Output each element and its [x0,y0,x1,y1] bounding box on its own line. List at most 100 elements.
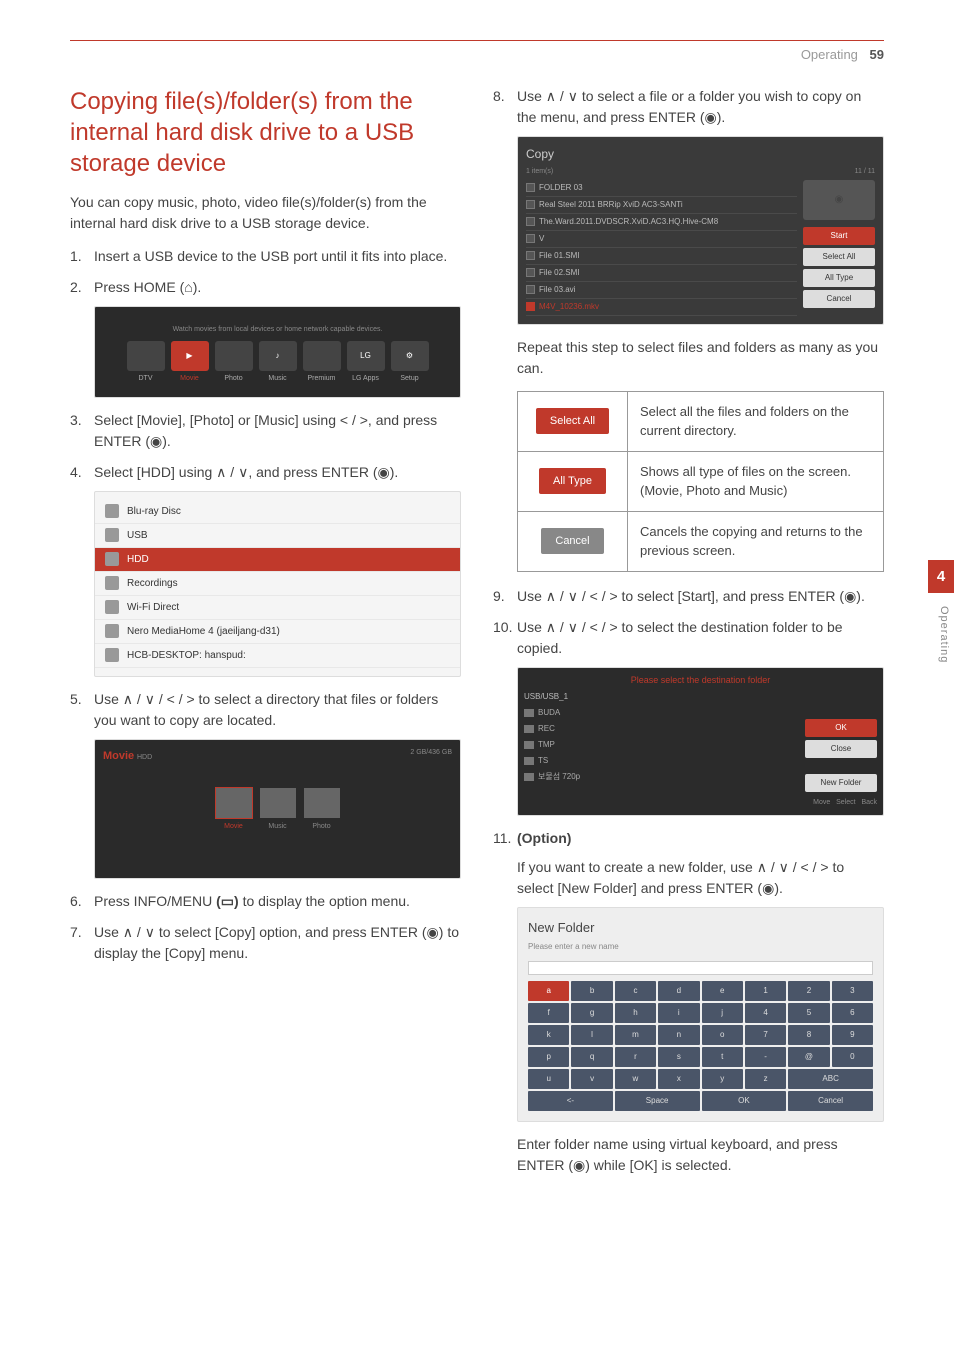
folder-row[interactable]: REC [524,721,799,737]
copy-row[interactable]: File 01.SMI [526,248,797,265]
start-button[interactable]: Start [803,227,875,245]
copy-row[interactable]: The.Ward.2011.DVDSCR.XviD.AC3.HQ.Hive-CM… [526,214,797,231]
ok-button[interactable]: OK [805,719,877,737]
movie-category-tile[interactable] [260,788,296,818]
key[interactable]: @ [788,1047,829,1067]
page-number: 59 [870,47,884,62]
source-row[interactable]: Recordings [95,572,460,596]
source-row[interactable]: Nero MediaHome 4 (jaeiljang-d31) [95,620,460,644]
key[interactable]: 5 [788,1003,829,1023]
key-abc[interactable]: ABC [788,1069,873,1089]
home-tile-setup[interactable]: ⚙ [391,341,429,371]
folder-row[interactable]: 보물섬 720p [524,769,799,785]
home-tile-dtv[interactable] [127,341,165,371]
enter-icon: ◉ [705,109,717,125]
key[interactable]: j [702,1003,743,1023]
folder-row[interactable]: TS [524,753,799,769]
copy-row[interactable]: FOLDER 03 [526,180,797,197]
home-icon: ⌂ [184,279,192,295]
key[interactable]: z [745,1069,786,1089]
source-row[interactable]: Blu-ray Disc [95,500,460,524]
destination-folder-screenshot: Please select the destination folder USB… [517,667,884,816]
folder-icon [524,709,534,717]
key[interactable]: 3 [832,981,873,1001]
home-tile-premium[interactable] [303,341,341,371]
folder-row[interactable]: TMP [524,737,799,753]
key[interactable]: d [658,981,699,1001]
key-cancel[interactable]: Cancel [788,1091,873,1111]
folder-row[interactable]: BUDA [524,705,799,721]
disc-icon: ◉ [803,180,875,220]
key[interactable]: k [528,1025,569,1045]
key-space[interactable]: Space [615,1091,700,1111]
folder-name-input[interactable] [528,961,873,975]
key[interactable]: i [658,1003,699,1023]
key[interactable]: b [571,981,612,1001]
key[interactable]: h [615,1003,656,1023]
key[interactable]: 4 [745,1003,786,1023]
source-row-active[interactable]: HDD [95,548,460,572]
all-type-button[interactable]: All Type [803,269,875,287]
disc-icon [105,504,119,518]
key[interactable]: 1 [745,981,786,1001]
wifi-icon [105,600,119,614]
new-folder-button[interactable]: New Folder [805,774,877,792]
key[interactable]: c [615,981,656,1001]
key[interactable]: 0 [832,1047,873,1067]
folder-icon [524,757,534,765]
key-backspace[interactable]: <- [528,1091,613,1111]
key[interactable]: r [615,1047,656,1067]
key[interactable]: p [528,1047,569,1067]
enter-icon: ◉ [573,1157,585,1173]
home-tile-music[interactable]: ♪ [259,341,297,371]
key[interactable]: t [702,1047,743,1067]
key[interactable]: o [702,1025,743,1045]
copy-row[interactable]: V [526,231,797,248]
step-5: Use ∧ / ∨ / < / > to select a directory … [70,689,461,879]
key[interactable]: l [571,1025,612,1045]
key[interactable]: 7 [745,1025,786,1045]
key[interactable]: 2 [788,981,829,1001]
enter-icon: ◉ [762,880,774,896]
step-10: Use ∧ / ∨ / < / > to select the destinat… [493,617,884,816]
key[interactable]: - [745,1047,786,1067]
key-ok[interactable]: OK [702,1091,787,1111]
cancel-button[interactable]: Cancel [803,290,875,308]
copy-row[interactable]: File 02.SMI [526,265,797,282]
home-tile-photo[interactable] [215,341,253,371]
source-row[interactable]: USB [95,524,460,548]
key[interactable]: n [658,1025,699,1045]
movie-category-tile[interactable] [216,788,252,818]
key[interactable]: 9 [832,1025,873,1045]
key[interactable]: s [658,1047,699,1067]
key[interactable]: 8 [788,1025,829,1045]
select-all-button[interactable]: Select All [803,248,875,266]
close-button[interactable]: Close [805,740,877,758]
source-row[interactable]: Wi-Fi Direct [95,596,460,620]
key[interactable]: v [571,1069,612,1089]
key[interactable]: u [528,1069,569,1089]
intro-text: You can copy music, photo, video file(s)… [70,192,461,234]
key[interactable]: q [571,1047,612,1067]
key[interactable]: x [658,1069,699,1089]
movie-category-tile[interactable] [304,788,340,818]
enter-icon: ◉ [378,464,390,480]
copy-row[interactable]: File 03.avi [526,282,797,299]
source-row[interactable]: HCB-DESKTOP: hanspud: [95,644,460,668]
home-tile-movie[interactable]: ▶ [171,341,209,371]
key[interactable]: m [615,1025,656,1045]
key[interactable]: f [528,1003,569,1023]
key[interactable]: 6 [832,1003,873,1023]
key[interactable]: y [702,1069,743,1089]
copy-row-selected[interactable]: M4V_10236.mkv [526,299,797,316]
section-name: Operating [801,47,858,62]
copy-row[interactable]: Real Steel 2011 BRRip XviD AC3-SANTi [526,197,797,214]
key[interactable]: g [571,1003,612,1023]
key[interactable]: e [702,981,743,1001]
step-11: (Option) If you want to create a new fol… [493,828,884,1177]
home-tile-lgapps[interactable]: LG [347,341,385,371]
key[interactable]: w [615,1069,656,1089]
key[interactable]: a [528,981,569,1001]
folder-icon [524,741,534,749]
all-type-pill: All Type [539,468,606,495]
